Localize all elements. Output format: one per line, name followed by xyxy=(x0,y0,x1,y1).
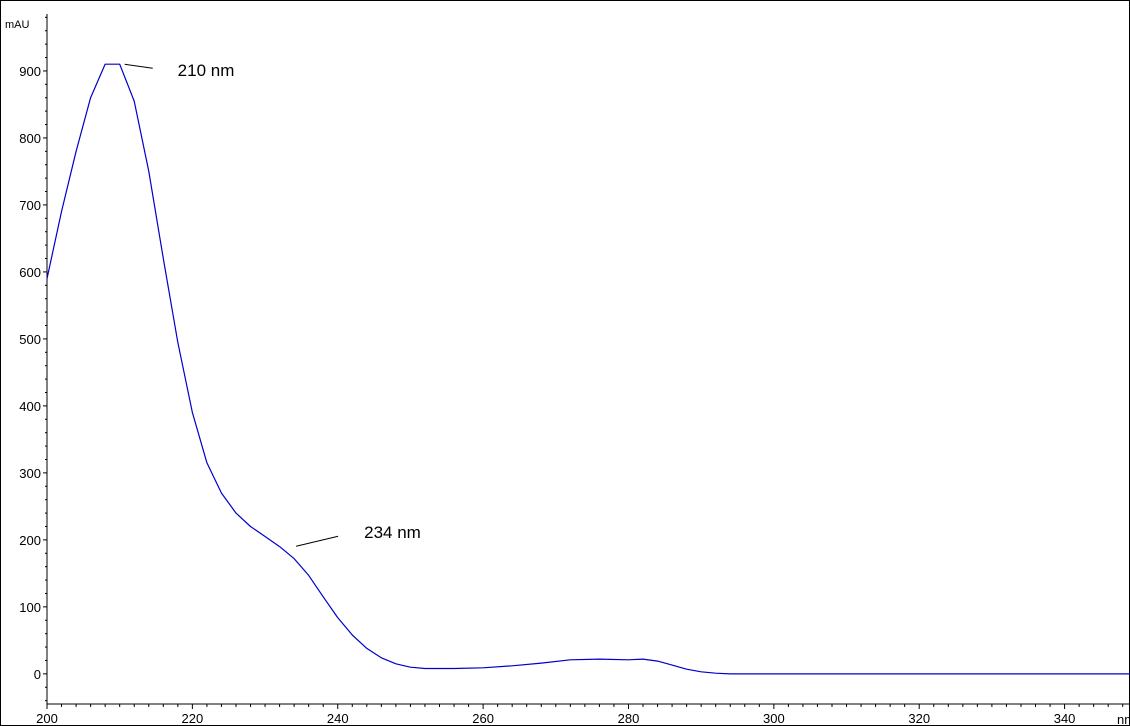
x-tick-label: 300 xyxy=(763,711,785,726)
y-tick-label: 100 xyxy=(19,600,41,615)
y-tick-label: 500 xyxy=(19,332,41,347)
annotation-leader-line xyxy=(296,535,339,547)
chart-ticks: 0 100 200 300 400 500 600 700 800 900 200 220 240 260… xyxy=(19,16,1124,726)
x-tick-label: 260 xyxy=(472,711,494,726)
x-tick-label: 220 xyxy=(182,711,204,726)
chart-axes xyxy=(46,14,1130,705)
x-tick-label: 240 xyxy=(327,711,349,726)
y-tick-label: 0 xyxy=(34,667,41,682)
spectrum-line xyxy=(46,63,1130,675)
peak-annotation-label: 210 nm xyxy=(178,61,235,80)
y-tick-label: 300 xyxy=(19,466,41,481)
y-axis-unit-label: mAU xyxy=(5,19,30,31)
peak-annotation-label: 234 nm xyxy=(364,523,421,542)
chart-annotations: 210 nm 234 nm xyxy=(124,61,421,547)
annotation-leader-line xyxy=(124,63,153,69)
x-tick-label: 320 xyxy=(908,711,930,726)
y-tick-label: 200 xyxy=(19,533,41,548)
y-tick-label: 600 xyxy=(19,265,41,280)
y-tick-label: 700 xyxy=(19,198,41,213)
x-tick-label: 200 xyxy=(36,711,58,726)
y-tick-label: 800 xyxy=(19,131,41,146)
chart-series xyxy=(46,63,1130,675)
x-axis-unit-label: nm xyxy=(1117,712,1130,726)
y-tick-label: 400 xyxy=(19,399,41,414)
y-tick-label: 900 xyxy=(19,64,41,79)
x-tick-label: 280 xyxy=(618,711,640,726)
x-tick-label: 340 xyxy=(1054,711,1076,726)
